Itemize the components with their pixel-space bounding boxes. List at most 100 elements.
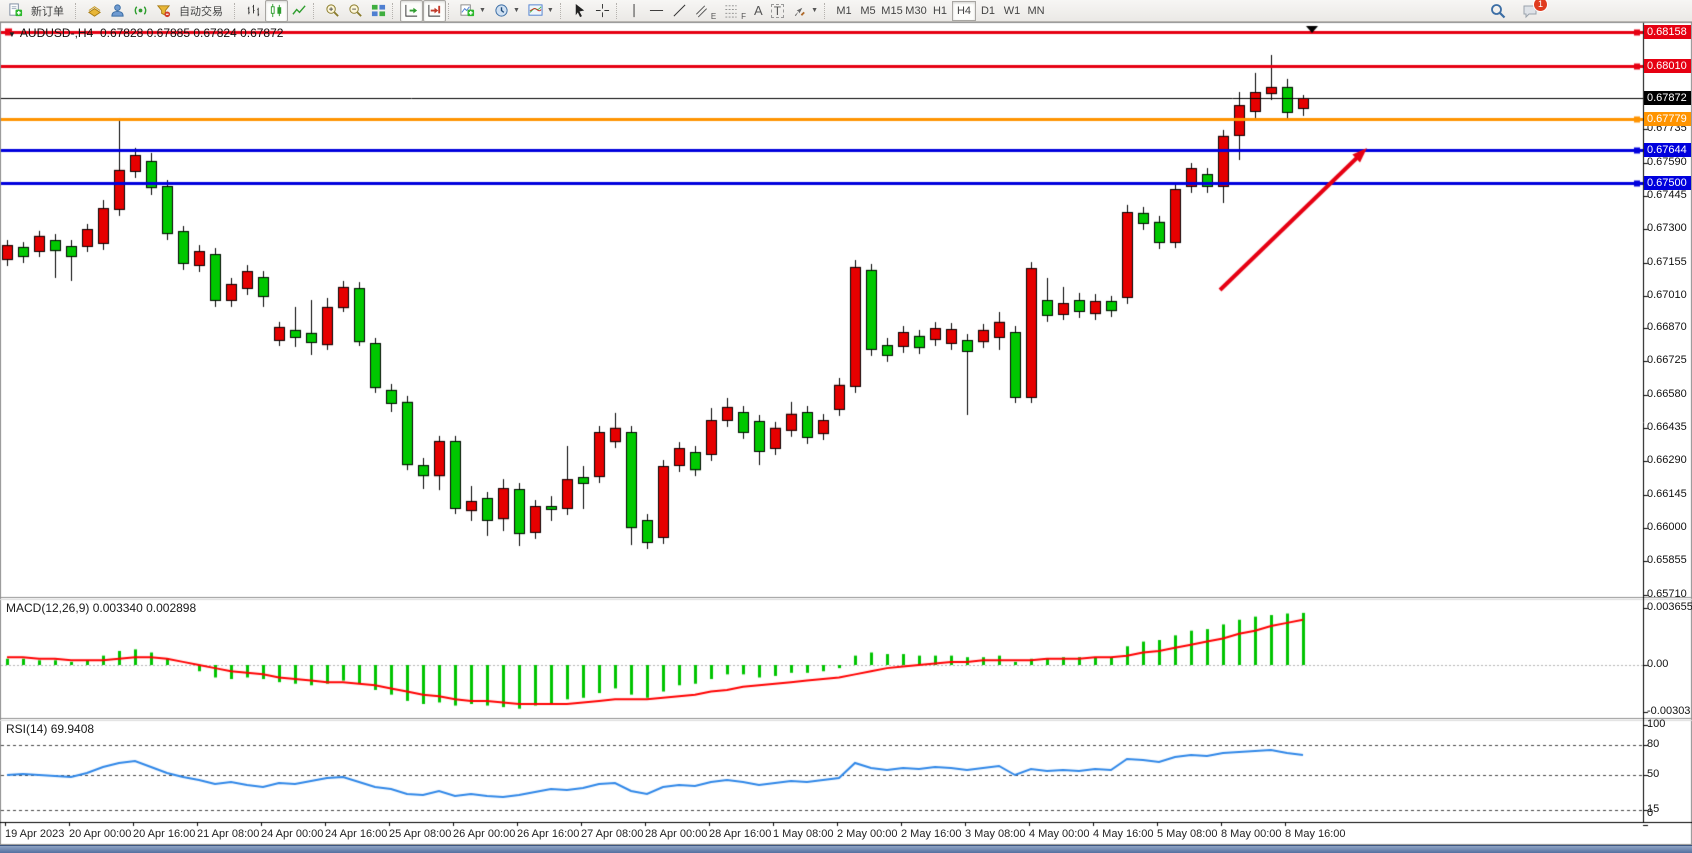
zoom-out-button[interactable] — [344, 0, 367, 22]
line-chart-button[interactable] — [288, 0, 311, 22]
tf-h4-button[interactable]: H4 — [952, 0, 976, 21]
window-bottom-bar — [0, 845, 1692, 853]
macd-tick-label: 0.003655 — [1647, 600, 1692, 613]
chart-canvas[interactable] — [0, 22, 1692, 845]
price-line-badge: 0.67500 — [1644, 176, 1691, 191]
time-axis-label: 5 May 08:00 — [1157, 828, 1218, 840]
rsi-label: RSI(14) 69.9408 — [6, 722, 95, 736]
time-axis-label: 26 Apr 00:00 — [453, 828, 516, 840]
chart-symbol-period: AUDUSD-,H4 — [19, 26, 94, 40]
text-button[interactable]: A — [750, 0, 767, 22]
periods-button[interactable]: ▼ — [490, 0, 524, 22]
time-axis-label: 8 May 00:00 — [1221, 828, 1282, 840]
price-tick-label: 0.66290 — [1647, 454, 1687, 467]
zoom-in-button[interactable] — [321, 0, 344, 22]
vertical-line-button[interactable] — [624, 0, 645, 22]
autotrading-button[interactable]: 自动交易 — [152, 0, 232, 22]
horizontal-line-icon — [649, 10, 663, 11]
price-line-badge: 0.67644 — [1644, 143, 1691, 158]
time-axis-label: 4 May 16:00 — [1093, 828, 1154, 840]
time-axis-label: 8 May 16:00 — [1285, 828, 1346, 840]
pane-splitter-macd[interactable] — [0, 595, 1692, 599]
autotrading-icon — [156, 5, 171, 18]
price-line-badge: 0.67872 — [1644, 90, 1691, 105]
price-tick-label: 0.67590 — [1647, 155, 1687, 168]
text-label-button[interactable]: T — [767, 0, 788, 22]
indicators-button[interactable]: ▼ — [456, 0, 490, 22]
time-axis-label: 28 Apr 00:00 — [645, 828, 708, 840]
chart-shift-button[interactable] — [423, 0, 446, 22]
toolbar-separator — [824, 2, 830, 19]
notification-badge: 1 — [1533, 0, 1548, 12]
signals-icon — [134, 6, 147, 15]
time-axis-label: 26 Apr 16:00 — [517, 828, 580, 840]
rsi-tick-label: 0 — [1647, 807, 1654, 819]
new-order-label: 新订单 — [31, 5, 64, 18]
equidistant-channel-button[interactable]: E — [691, 0, 720, 22]
vertical-line-icon — [633, 3, 635, 18]
zoom-out-icon — [349, 4, 362, 17]
trendline-icon — [673, 4, 686, 17]
text-label-icon: T — [770, 3, 785, 18]
cursor-icon — [575, 3, 584, 18]
macd-tick-label: -0.00303 — [1647, 705, 1691, 718]
signals-button[interactable] — [129, 0, 152, 22]
chevron-down-icon: ▼ — [811, 7, 818, 14]
fibonacci-button[interactable]: F — [720, 0, 750, 22]
time-axis-label: 28 Apr 16:00 — [709, 828, 772, 840]
price-line-badge: 0.68010 — [1644, 59, 1691, 74]
tile-windows-icon — [371, 4, 386, 17]
crosshair-button[interactable] — [591, 0, 614, 22]
chart-menu-icon[interactable]: ▼ — [8, 30, 16, 39]
price-line-badge: 0.68158 — [1644, 25, 1691, 39]
time-axis-label: 25 Apr 08:00 — [389, 828, 452, 840]
toolbar: 新订单 自动交易 — [0, 0, 1692, 22]
chevron-down-icon: ▼ — [479, 7, 486, 14]
candlestick-chart-button[interactable] — [265, 0, 288, 22]
time-axis-label: 19 Apr 2023 — [5, 828, 65, 840]
search-button[interactable] — [1486, 0, 1510, 22]
price-tick-label: 0.67155 — [1647, 255, 1687, 268]
price-tick-label: 0.66580 — [1647, 387, 1687, 400]
time-axis-label: 3 May 08:00 — [965, 828, 1026, 840]
time-axis-label: 2 May 00:00 — [837, 828, 898, 840]
bar-chart-button[interactable] — [242, 0, 265, 22]
time-axis-label: 24 Apr 00:00 — [261, 828, 324, 840]
chart-ohlc-values: 0.67828 0.67885 0.67824 0.67872 — [99, 26, 284, 40]
tf-m30-button[interactable]: M30 — [905, 4, 927, 17]
time-axis-label: 20 Apr 00:00 — [69, 828, 132, 840]
price-tick-label: 0.65855 — [1647, 554, 1687, 567]
new-order-icon — [9, 3, 23, 17]
pane-splitter-rsi[interactable] — [0, 716, 1692, 720]
new-order-button[interactable]: 新订单 — [4, 0, 73, 22]
market-depth-icon — [88, 6, 101, 17]
channel-letter: E — [710, 11, 717, 21]
chart-window: ▼ AUDUSD-,H4 0.67828 0.67885 0.67824 0.67… — [0, 22, 1692, 845]
tf-w1-button[interactable]: W1 — [1003, 4, 1021, 17]
strategy-tester-button[interactable] — [106, 0, 129, 22]
price-tick-label: 0.66435 — [1647, 421, 1687, 434]
tf-h1-button[interactable]: H1 — [932, 4, 948, 17]
toolbar-separator — [559, 2, 566, 19]
tf-m15-button[interactable]: M15 — [881, 4, 903, 17]
notifications-button[interactable]: 1 — [1518, 0, 1548, 22]
market-depth-button[interactable] — [83, 0, 106, 22]
time-axis-label: 24 Apr 16:00 — [325, 828, 388, 840]
tf-m5-button[interactable]: M5 — [860, 4, 876, 17]
macd-tick-label: 0.00 — [1647, 658, 1669, 670]
cursor-button[interactable] — [568, 0, 591, 22]
tf-d1-button[interactable]: D1 — [980, 4, 996, 17]
price-line-badge: 0.67779 — [1644, 112, 1691, 127]
tf-m1-button[interactable]: M1 — [836, 4, 852, 17]
arrows-button[interactable]: ▼ — [788, 0, 822, 22]
chart-title: ▼ AUDUSD-,H4 0.67828 0.67885 0.67824 0.67… — [8, 26, 283, 40]
tile-windows-button[interactable] — [367, 0, 390, 22]
tf-mn-button[interactable]: MN — [1027, 4, 1045, 17]
auto-scroll-button[interactable] — [400, 0, 423, 22]
price-tick-label: 0.66000 — [1647, 521, 1687, 534]
strategy-tester-icon — [111, 4, 124, 17]
price-tick-label: 0.67300 — [1647, 222, 1687, 235]
trendline-button[interactable] — [668, 0, 691, 22]
horizontal-line-button[interactable] — [645, 0, 668, 22]
templates-button[interactable]: ▼ — [524, 0, 558, 22]
